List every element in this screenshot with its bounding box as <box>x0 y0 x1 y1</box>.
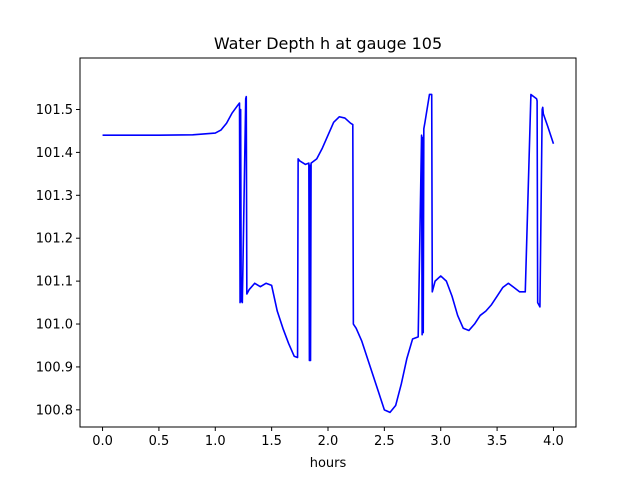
x-tick-label: 1.0 <box>205 434 226 449</box>
chart-title: Water Depth h at gauge 105 <box>214 34 442 53</box>
y-tick-label: 101.0 <box>36 318 73 333</box>
y-tick-label: 101.3 <box>36 189 73 204</box>
x-tick-label: 0.0 <box>92 434 113 449</box>
plot-frame <box>79 57 577 428</box>
series-line-0 <box>102 93 555 414</box>
y-tick-label: 100.9 <box>36 360 73 375</box>
y-tick-label: 101.2 <box>36 232 73 247</box>
x-tick-label: 4.0 <box>543 434 564 449</box>
plot-area <box>102 93 555 414</box>
x-tick-label: 3.5 <box>487 434 508 449</box>
x-tick-label: 2.5 <box>374 434 395 449</box>
x-tick-label: 3.0 <box>430 434 451 449</box>
x-tick-label: 2.0 <box>318 434 339 449</box>
y-axis-ticks: 100.8 100.9 101.0 101.1 101.2 101.3 101.4 101.5 <box>36 103 80 418</box>
x-axis-label: hours <box>310 456 347 471</box>
y-tick-label: 101.4 <box>36 146 73 161</box>
x-axis-ticks: 0.0 0.5 1.0 1.5 2.0 2.5 3.0 3.5 4.0 <box>92 427 564 449</box>
y-tick-label: 101.1 <box>36 275 73 290</box>
y-tick-label: 101.5 <box>36 103 73 118</box>
y-tick-label: 100.8 <box>36 403 73 418</box>
x-tick-label: 1.5 <box>261 434 282 449</box>
x-tick-label: 0.5 <box>149 434 170 449</box>
